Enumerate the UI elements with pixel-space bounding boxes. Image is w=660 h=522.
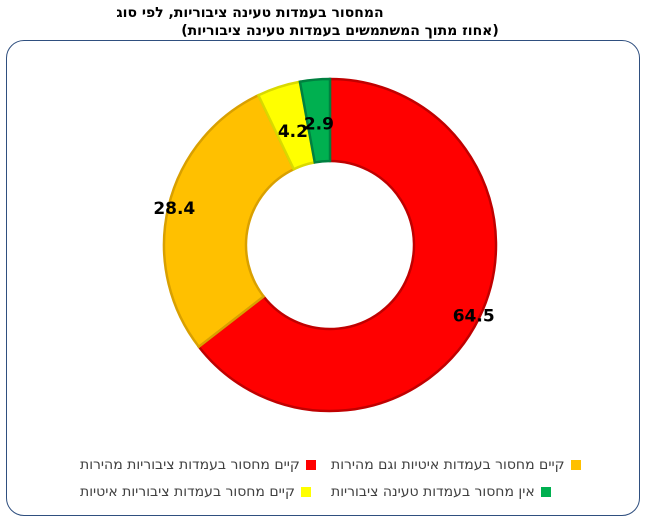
chart-subtitle: (אחוז מתוך המשתמשים בעמדות טעינה ציבוריו… xyxy=(181,23,499,39)
legend-swatch-slow xyxy=(300,487,311,497)
slice-none xyxy=(298,77,332,164)
legend-swatch-fast xyxy=(305,460,316,470)
data-label-fast: 64.5 xyxy=(453,306,495,326)
legend-swatch-slow-and-fast xyxy=(570,460,581,470)
slice-slow-and-fast xyxy=(162,93,296,349)
legend-item-none: אין מחסור בעמדות טעינה ציבוריות xyxy=(331,484,551,500)
legend-item-fast: קיים מחסור בעמדות ציבוריות מהירות xyxy=(80,457,316,473)
legend-label-fast: קיים מחסור בעמדות ציבוריות מהירות xyxy=(80,457,300,473)
legend-swatch-none xyxy=(540,487,551,497)
data-label-slow-and-fast: 28.4 xyxy=(153,199,195,219)
legend-label-none: אין מחסור בעמדות טעינה ציבוריות xyxy=(331,484,535,500)
data-label-slow: 4.2 xyxy=(278,122,308,142)
data-label-none: 2.9 xyxy=(304,115,334,135)
slice-fast xyxy=(197,77,498,413)
chart-title: המחסור בעמדות טעינה ציבוריות, לפי סוג xyxy=(116,5,384,21)
legend-label-slow-and-fast: קיים מחסור בעמדות איטיות וגם מהירות xyxy=(331,457,565,473)
legend-item-slow: קיים מחסור בעמדות ציבוריות איטיות xyxy=(80,484,311,500)
legend-item-slow-and-fast: קיים מחסור בעמדות איטיות וגם מהירות xyxy=(331,457,581,473)
legend-label-slow: קיים מחסור בעמדות ציבוריות איטיות xyxy=(80,484,295,500)
chart-frame xyxy=(6,40,640,516)
